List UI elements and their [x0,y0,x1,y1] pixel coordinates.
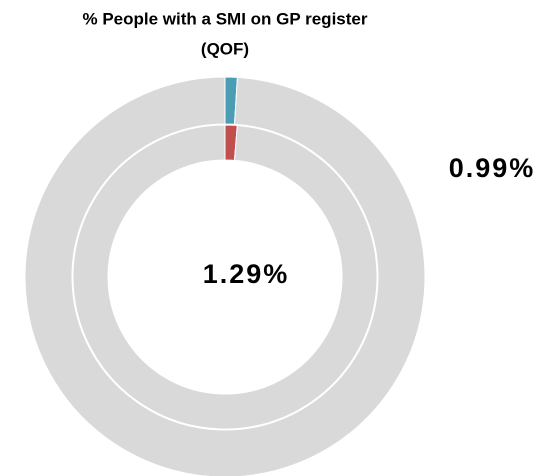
outer-value-label: 0.99% [449,153,536,183]
chart-title: % People with a SMI on GP register [83,9,368,28]
chart-title: (QOF) [201,39,249,58]
inner-value-label: 1.29% [203,259,290,289]
ring-rest [24,76,426,476]
ring-rest [72,124,378,430]
